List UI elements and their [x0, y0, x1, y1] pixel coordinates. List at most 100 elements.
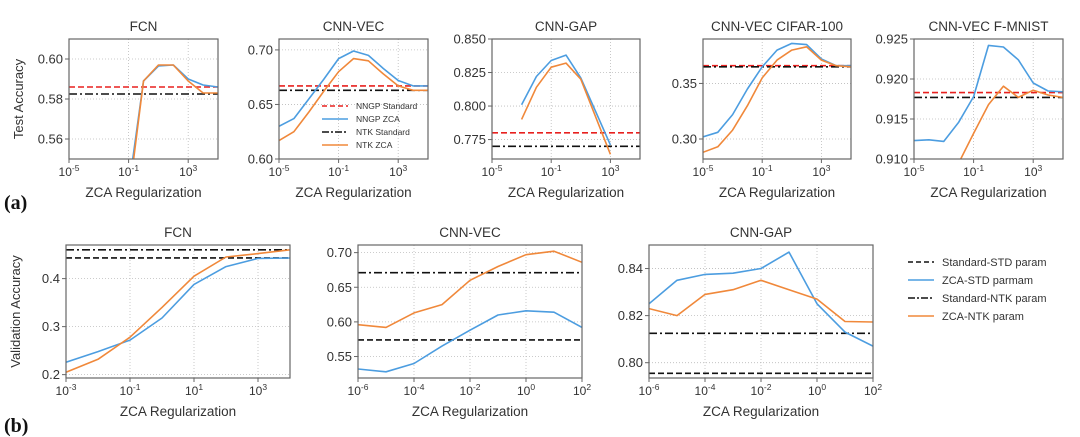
x-tick-label: 103: [1024, 163, 1042, 179]
y-tick-label: 0.925: [875, 32, 908, 47]
legend-label: ZCA-NTK param: [942, 311, 1024, 323]
y-tick-label: 0.70: [327, 245, 352, 260]
y-tick-label: 0.82: [618, 308, 643, 323]
x-tick-label: 103: [249, 382, 267, 398]
x-tick-label: 103: [601, 163, 619, 179]
x-tick-label: 10-5: [482, 163, 503, 179]
chart-b-cnn-gap: 10-6 10-4 10-2 100 102 0.80 0.82 0.84 CNN-GAP ZCA…: [618, 225, 1047, 419]
x-tick-label: 10-4: [695, 382, 716, 398]
x-tick-label: 100: [517, 382, 535, 398]
chart-a-cnn-vec-fmnist: 10-5 10-1 103 0.910 0.915 0.920 0.925 CNN-VEC F…: [875, 19, 1064, 200]
y-tick-label: 0.56: [38, 132, 63, 147]
x-tick-label: 10-3: [56, 382, 77, 398]
chart-title: FCN: [130, 19, 158, 34]
legend-label: NNGP ZCA: [356, 114, 400, 124]
plot-area: [69, 64, 218, 159]
x-tick-label: 10-5: [904, 163, 925, 179]
legend-label: Standard-NTK param: [942, 293, 1047, 305]
x-tick-label: 10-2: [460, 382, 481, 398]
legend-label: NTK ZCA: [356, 140, 393, 150]
y-tick-label: 0.58: [38, 92, 63, 107]
chart-title: CNN-GAP: [730, 225, 792, 240]
y-tick-label: 0.2: [42, 367, 60, 382]
legend-label: ZCA-STD parmam: [942, 275, 1033, 287]
x-axis-label: ZCA Regularization: [85, 185, 201, 200]
x-tick-label: 102: [573, 382, 591, 398]
x-tick-label: 102: [864, 382, 882, 398]
y-tick-label: 0.910: [875, 152, 908, 167]
y-tick-label: 0.60: [248, 152, 273, 167]
y-tick-label: 0.775: [453, 132, 486, 147]
x-axis-label: ZCA Regularization: [703, 404, 819, 419]
series-line-zca-std-parmam: [649, 251, 873, 347]
chart-title: CNN-VEC: [439, 225, 501, 240]
y-tick-label: 0.825: [453, 65, 486, 80]
series-line-nngp-zca: [520, 54, 612, 146]
x-tick-label: 10-5: [59, 163, 80, 179]
y-tick-label: 0.55: [327, 349, 352, 364]
legend-label: NTK Standard: [356, 127, 410, 137]
series-line-zca-std-parmam: [66, 257, 290, 363]
series-line-zca-ntk-param: [649, 279, 873, 323]
x-axis-label: ZCA Regularization: [930, 185, 1046, 200]
y-tick-label: 0.35: [672, 76, 697, 91]
legend-label: Standard-STD param: [942, 257, 1047, 269]
series-line-ntk-zca: [703, 45, 851, 154]
x-tick-label: 10-1: [120, 382, 141, 398]
y-tick-label: 0.60: [327, 314, 352, 329]
y-tick-label: 0.800: [453, 99, 486, 114]
legend: Standard-STD param ZCA-STD parmam Standard…: [908, 257, 1047, 323]
x-tick-label: 10-2: [751, 382, 772, 398]
series-line-nngp-zca: [703, 42, 851, 138]
y-tick-label: 0.30: [672, 132, 697, 147]
row-label-b: (b): [4, 415, 28, 437]
plot-area: [914, 44, 1063, 159]
series-line-zca-std-parmam: [358, 309, 582, 373]
x-tick-label: 10-5: [693, 163, 714, 179]
x-axis-label: ZCA Regularization: [295, 185, 411, 200]
plot-area: [279, 50, 428, 142]
x-tick-label: 10-4: [404, 382, 425, 398]
x-tick-label: 101: [185, 382, 203, 398]
axes-frame: [491, 38, 641, 160]
series-line-zca-ntk-param: [358, 250, 582, 329]
chart-title: FCN: [164, 225, 192, 240]
chart-a-cnn-vec: 10-5 10-1 103 0.60 0.65 0.70 CNN-VEC ZCA Regula…: [248, 19, 429, 200]
x-tick-label: 10-1: [541, 163, 562, 179]
chart-title: CNN-VEC CIFAR-100: [711, 19, 843, 34]
chart-title: CNN-VEC F-MNIST: [929, 19, 1049, 34]
legend: NNGP Standard NNGP ZCA NTK Standard NTK ZCA: [322, 101, 418, 150]
y-tick-label: 0.80: [618, 355, 643, 370]
chart-b-cnn-vec: 10-6 10-4 10-2 100 102 0.55 0.60 0.65 0.70 CNN-VE…: [327, 225, 592, 419]
y-tick-label: 0.4: [42, 271, 60, 286]
x-axis-label: ZCA Regularization: [120, 404, 236, 419]
series-line-ntk-zca: [132, 64, 218, 159]
y-tick-label: 0.920: [875, 72, 908, 87]
x-tick-label: 100: [808, 382, 826, 398]
series-line-ntk-zca: [959, 85, 1063, 159]
series-line-nngp-zca: [279, 50, 428, 128]
plot-area: [649, 251, 873, 375]
x-tick-label: 10-6: [348, 382, 369, 398]
y-tick-label: 0.3: [42, 319, 60, 334]
y-axis-label: Test Accuracy: [11, 58, 26, 139]
plot-area: [66, 249, 290, 373]
y-tick-label: 0.915: [875, 112, 908, 127]
chart-a-cnn-gap: 10-5 10-1 103 0.775 0.800 0.825 0.850 CNN-GAP ZC…: [453, 19, 641, 200]
x-tick-label: 10-1: [752, 163, 773, 179]
y-tick-label: 0.65: [327, 280, 352, 295]
x-axis-label: ZCA Regularization: [508, 185, 624, 200]
x-tick-label: 10-1: [118, 163, 139, 179]
axes-frame: [65, 244, 291, 379]
plot-area: [703, 42, 851, 154]
y-axis-label: Validation Accuracy: [8, 255, 23, 368]
x-tick-label: 10-1: [328, 163, 349, 179]
plot-area: [358, 250, 582, 373]
series-line-ntk-zca: [520, 62, 612, 155]
chart-a-fcn: 10-5 10-1 103 0.56 0.58 0.60 FCN ZCA Regulariza…: [11, 19, 219, 200]
y-tick-label: 0.84: [618, 261, 643, 276]
series-line-ntk-zca: [279, 57, 428, 142]
x-tick-label: 103: [179, 163, 197, 179]
chart-b-fcn: 10-3 10-1 101 103 0.2 0.3 0.4 FCN ZCA Regulariza…: [8, 225, 291, 419]
x-axis-label: ZCA Regularization: [412, 404, 528, 419]
